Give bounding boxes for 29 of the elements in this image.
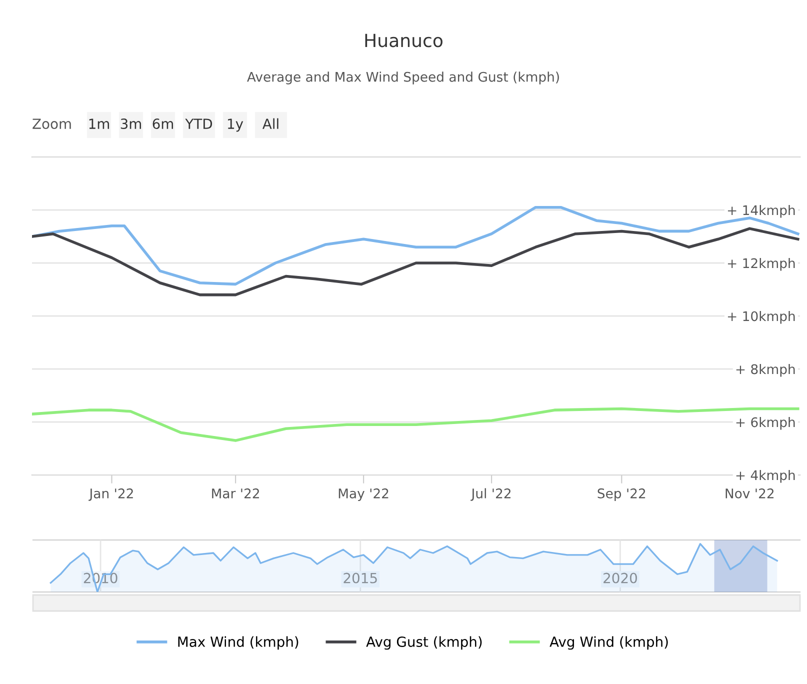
x-tick-label: Nov '22 [726, 488, 774, 498]
legend-label: Avg Gust (kmph) [366, 636, 482, 650]
y-tick-label: + 6kmph [736, 416, 795, 430]
y-tick-label: + 14kmph [728, 204, 795, 218]
text: Zoom [32, 118, 71, 130]
x-tick-label: Mar '22 [212, 488, 259, 498]
chart-title: Huanuco [365, 34, 442, 48]
text: 1y [228, 118, 244, 132]
x-tick-label: 2015 [344, 572, 377, 584]
x-tick-label: Sep '22 [598, 488, 646, 501]
x-tick-label: 2020 [604, 572, 637, 584]
line-series [32, 407, 800, 442]
line-series [32, 206, 800, 286]
legend-label: Avg Wind (kmph) [550, 636, 668, 650]
y-tick-label: + 8kmph [736, 364, 795, 377]
y-tick-label: + 4kmph [736, 470, 795, 483]
line-series [32, 227, 800, 296]
text: All [262, 118, 278, 129]
x-tick-label: Jul '22 [470, 488, 510, 501]
text: YTD [185, 118, 212, 129]
x-tick-label: Jan '22 [88, 488, 133, 501]
text: 3m [120, 118, 142, 130]
chart-subtitle: Average and Max Wind Speed and Gust (kmph) [247, 72, 559, 84]
text: 1m [89, 118, 110, 129]
text: 6m [152, 118, 174, 130]
legend-label: Max Wind (kmph) [178, 636, 298, 650]
y-tick-label: + 12kmph [728, 258, 795, 271]
y-tick-label: + 10kmph [728, 310, 795, 324]
x-tick-label: May '22 [338, 488, 388, 501]
